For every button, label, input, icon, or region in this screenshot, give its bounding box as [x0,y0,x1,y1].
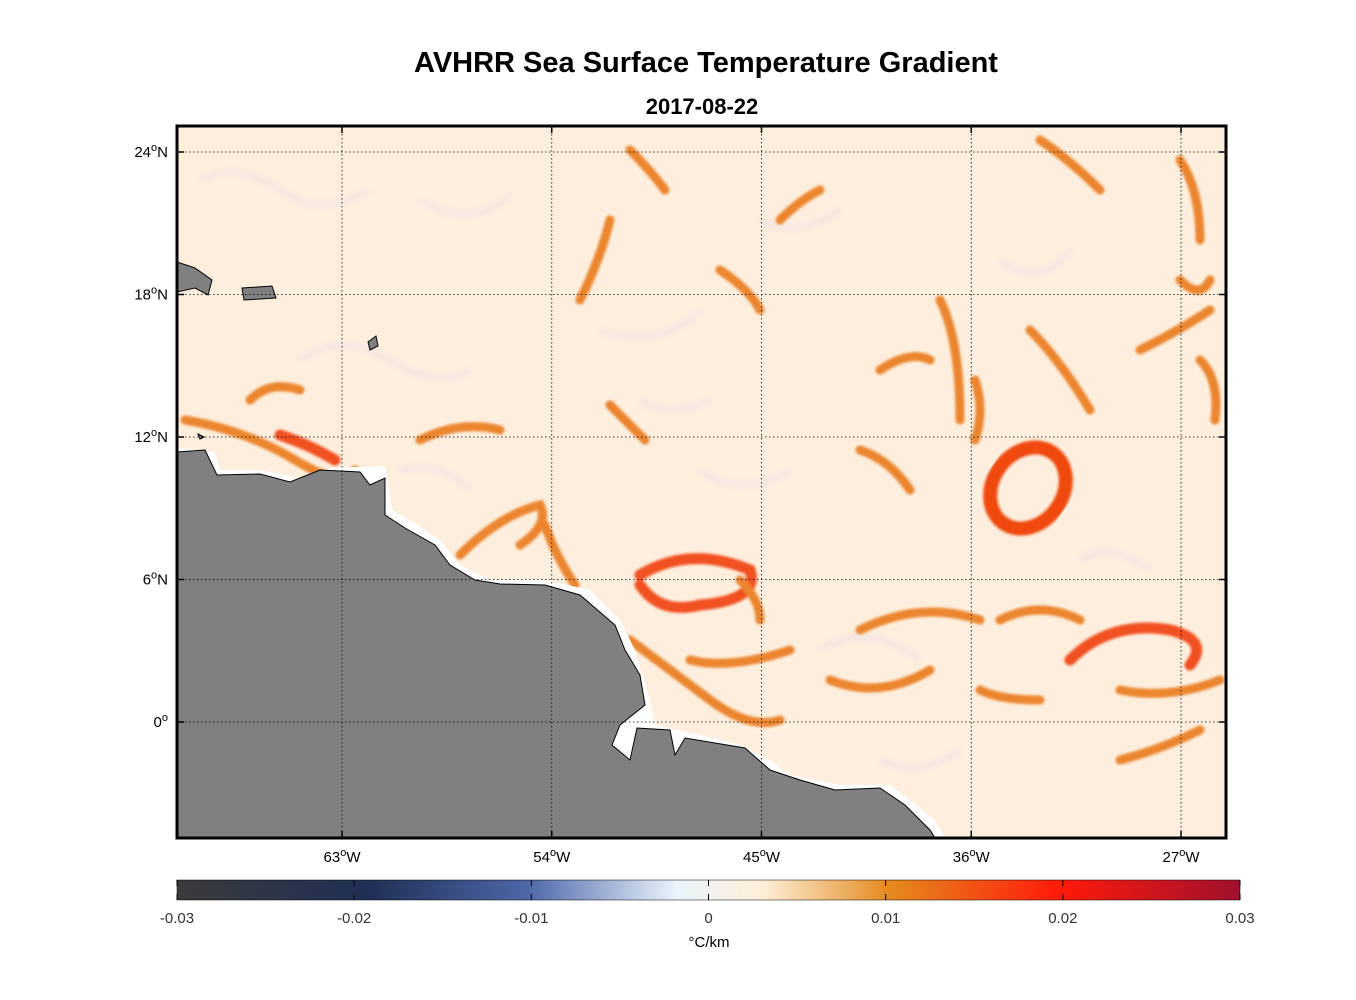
colorbar-tick-label: -0.02 [337,910,371,927]
island-lesser-antilles [367,335,379,351]
colorbar-tick-labels: -0.03 -0.02 -0.01 0 0.01 0.02 0.03 [160,910,1255,927]
island-hispaniola [177,261,213,296]
lat-tick-label: 12oN [134,427,168,446]
sst-fronts [180,135,1225,765]
lon-tick-label: 63oW [324,847,362,866]
axis-tick-labels: 24oN 18oN 12oN 6oN 0o 63oW 54oW 45oW 36oW 27oW [134,142,1200,866]
colorbar-tick-label: 0 [704,910,712,927]
colorbar-unit-label: °C/km [688,934,730,951]
lon-tick-label: 54oW [533,847,571,866]
lat-tick-label: 18oN [134,285,168,304]
lon-tick-label: 36oW [953,847,991,866]
colorbar-tick-label: 0.03 [1225,910,1254,927]
map-subtitle: 2017-08-22 [645,94,759,119]
lon-tick-label: 27oW [1163,847,1201,866]
south-america-land [177,449,936,838]
ocean-texture [198,169,1152,771]
lon-tick-label: 45oW [743,847,781,866]
lat-tick-label: 0o [154,712,168,731]
island-puerto-rico [241,285,277,301]
lat-tick-label: 24oN [134,142,168,161]
warm-eddy-ring [983,440,1073,536]
colorbar-tick-label: -0.03 [160,910,194,927]
colorbar-tick-label: 0.01 [871,910,900,927]
graticule [177,126,1226,838]
axis-ticks [177,126,1226,838]
colorbar-tick-label: 0.02 [1048,910,1077,927]
colorbar-tick-label: -0.01 [514,910,548,927]
island-tobago [197,432,206,440]
map-plot-area [177,126,1226,838]
lat-tick-label: 6oN [143,570,168,589]
map-frame [175,124,1228,840]
map-title: AVHRR Sea Surface Temperature Gradient [414,47,998,79]
colorbar-ticks [176,880,1241,900]
